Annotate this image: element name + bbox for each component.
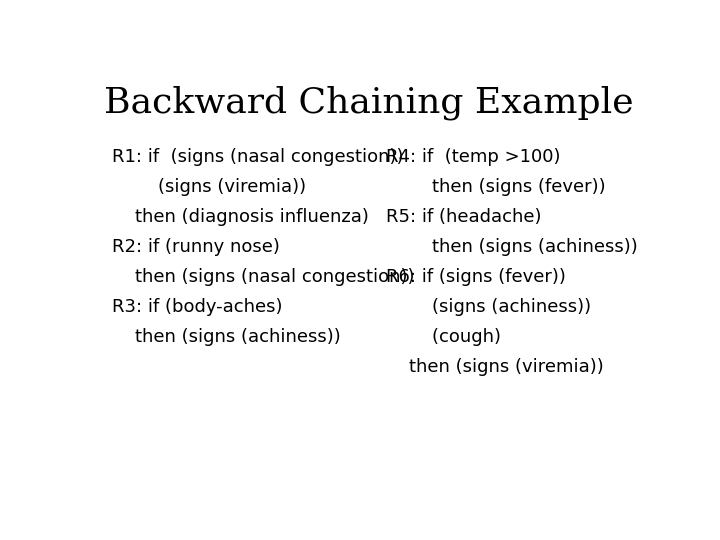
Text: then (signs (fever)): then (signs (fever)): [386, 178, 606, 196]
Text: then (signs (achiness)): then (signs (achiness)): [112, 328, 341, 346]
Text: R1: if  (signs (nasal congestion)): R1: if (signs (nasal congestion)): [112, 148, 404, 166]
Text: R6: if (signs (fever)): R6: if (signs (fever)): [386, 268, 566, 286]
Text: Backward Chaining Example: Backward Chaining Example: [104, 85, 634, 120]
Text: then (signs (viremia)): then (signs (viremia)): [386, 357, 603, 375]
Text: R2: if (runny nose): R2: if (runny nose): [112, 238, 280, 256]
Text: R4: if  (temp >100): R4: if (temp >100): [386, 148, 560, 166]
Text: then (signs (nasal congestion)): then (signs (nasal congestion)): [112, 268, 415, 286]
Text: (cough): (cough): [386, 328, 500, 346]
Text: R5: if (headache): R5: if (headache): [386, 208, 541, 226]
Text: R3: if (body-aches): R3: if (body-aches): [112, 298, 283, 316]
Text: (signs (achiness)): (signs (achiness)): [386, 298, 591, 316]
Text: (signs (viremia)): (signs (viremia)): [112, 178, 307, 196]
Text: then (diagnosis influenza): then (diagnosis influenza): [112, 208, 369, 226]
Text: then (signs (achiness)): then (signs (achiness)): [386, 238, 637, 256]
